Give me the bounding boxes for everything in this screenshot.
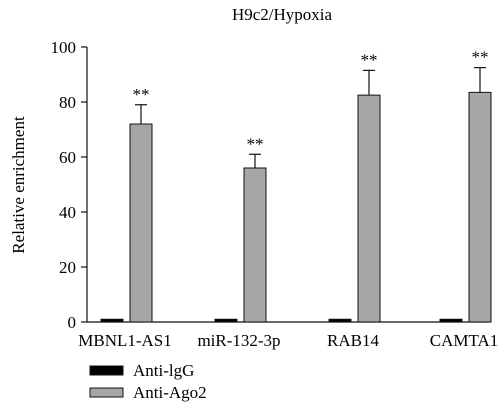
bar-anti-ago2 bbox=[129, 123, 153, 323]
bar-anti-ago2 bbox=[243, 167, 267, 323]
significance-annotations: ** ** ** ** bbox=[133, 48, 489, 154]
legend-swatch bbox=[89, 387, 124, 398]
chart-title: H9c2/Hypoxia bbox=[232, 5, 333, 24]
significance-label: ** bbox=[472, 48, 489, 67]
category-label: CAMTA1 bbox=[430, 331, 499, 350]
y-ticks: 0 20 40 60 80 100 bbox=[51, 38, 87, 332]
y-tick-label: 0 bbox=[68, 313, 77, 332]
legend-swatch bbox=[89, 365, 124, 376]
category-labels: MBNL1-AS1 miR-132-3p RAB14 CAMTA1 bbox=[78, 331, 498, 350]
y-tick-label: 60 bbox=[59, 148, 76, 167]
category-label: miR-132-3p bbox=[197, 331, 280, 350]
bar-anti-lgg bbox=[439, 318, 463, 323]
significance-label: ** bbox=[247, 134, 264, 153]
significance-label: ** bbox=[361, 50, 378, 69]
bars bbox=[100, 91, 492, 323]
bar-anti-lgg bbox=[328, 318, 352, 323]
category-label: RAB14 bbox=[327, 331, 379, 350]
legend-label: Anti-Ago2 bbox=[133, 383, 207, 402]
bar-anti-ago2 bbox=[468, 91, 492, 323]
y-tick-label: 80 bbox=[59, 93, 76, 112]
bar-anti-lgg bbox=[100, 318, 124, 323]
y-axis-label: Relative enrichment bbox=[9, 116, 28, 254]
y-tick-label: 40 bbox=[59, 203, 76, 222]
significance-label: ** bbox=[133, 85, 150, 104]
legend: Anti-lgG Anti-Ago2 bbox=[89, 361, 207, 402]
bar-anti-ago2 bbox=[357, 94, 381, 323]
bar-anti-lgg bbox=[214, 318, 238, 323]
y-tick-label: 20 bbox=[59, 258, 76, 277]
category-label: MBNL1-AS1 bbox=[78, 331, 172, 350]
error-bars bbox=[135, 67, 486, 168]
legend-label: Anti-lgG bbox=[133, 361, 194, 380]
y-tick-label: 100 bbox=[51, 38, 77, 57]
